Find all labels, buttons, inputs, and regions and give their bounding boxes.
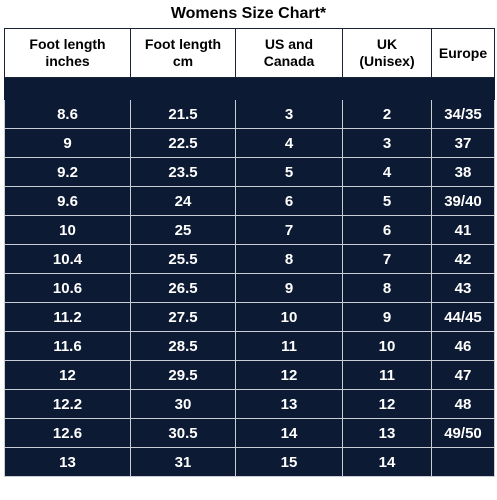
cell-uk: 7 — [342, 244, 432, 274]
cell-uk: 9 — [342, 302, 432, 332]
cell-europe: 48 — [431, 389, 495, 419]
cell-uk: 11 — [342, 360, 432, 390]
cell-foot-length-cm: 31 — [130, 447, 236, 477]
cell-uk: 4 — [342, 157, 432, 187]
cell-foot-length-cm: 29.5 — [130, 360, 236, 390]
cell-foot-length-inches: 12 — [4, 360, 131, 390]
header-line: US and — [264, 36, 314, 52]
table-row: 12 29.5 12 11 47 — [4, 360, 495, 390]
table-row: 9 22.5 4 3 37 — [4, 128, 495, 158]
cell-foot-length-cm: 30 — [130, 389, 236, 419]
cell-us-canada: 3 — [235, 99, 343, 129]
cell-europe: 38 — [431, 157, 495, 187]
cell-europe: 47 — [431, 360, 495, 390]
cell-us-canada: 8 — [235, 244, 343, 274]
header-foot-length-inches: Foot length inches — [4, 28, 131, 78]
header-line: Foot length — [29, 36, 106, 52]
cell-us-canada: 13 — [235, 389, 343, 419]
cell-europe: 34/35 — [431, 99, 495, 129]
spacer-cell — [4, 77, 495, 100]
header-row: Foot length inches Foot length cm US and… — [4, 28, 495, 78]
cell-foot-length-inches: 8.6 — [4, 99, 131, 129]
header-uk: UK (Unisex) — [342, 28, 432, 78]
cell-us-canada: 6 — [235, 186, 343, 216]
cell-uk: 5 — [342, 186, 432, 216]
cell-foot-length-inches: 10.6 — [4, 273, 131, 303]
table-row: 11.6 28.5 11 10 46 — [4, 331, 495, 361]
cell-uk: 3 — [342, 128, 432, 158]
table-row: 13 31 15 14 — [4, 447, 495, 477]
header-us-canada: US and Canada — [235, 28, 343, 78]
table-row: 10.4 25.5 8 7 42 — [4, 244, 495, 274]
table-row: 11.2 27.5 10 9 44/45 — [4, 302, 495, 332]
cell-uk: 8 — [342, 273, 432, 303]
cell-foot-length-inches: 12.6 — [4, 418, 131, 448]
cell-us-canada: 12 — [235, 360, 343, 390]
cell-foot-length-cm: 27.5 — [130, 302, 236, 332]
cell-foot-length-cm: 30.5 — [130, 418, 236, 448]
cell-europe: 43 — [431, 273, 495, 303]
cell-foot-length-inches: 9.6 — [4, 186, 131, 216]
cell-foot-length-inches: 12.2 — [4, 389, 131, 419]
cell-uk: 10 — [342, 331, 432, 361]
cell-foot-length-cm: 23.5 — [130, 157, 236, 187]
cell-foot-length-cm: 25.5 — [130, 244, 236, 274]
cell-us-canada: 5 — [235, 157, 343, 187]
cell-foot-length-inches: 10.4 — [4, 244, 131, 274]
cell-foot-length-cm: 25 — [130, 215, 236, 245]
header-line: inches — [45, 53, 90, 69]
cell-europe: 46 — [431, 331, 495, 361]
header-line: Canada — [263, 53, 315, 69]
cell-uk: 6 — [342, 215, 432, 245]
size-table: Foot length inches Foot length cm US and… — [4, 28, 495, 477]
table-row: 12.2 30 13 12 48 — [4, 389, 495, 419]
header-line: Europe — [438, 44, 488, 61]
cell-uk: 12 — [342, 389, 432, 419]
cell-foot-length-cm: 26.5 — [130, 273, 236, 303]
cell-us-canada: 11 — [235, 331, 343, 361]
cell-foot-length-cm: 24 — [130, 186, 236, 216]
header-line: cm — [172, 53, 194, 69]
cell-foot-length-inches: 11.2 — [4, 302, 131, 332]
table-row: 9.6 24 6 5 39/40 — [4, 186, 495, 216]
cell-foot-length-inches: 11.6 — [4, 331, 131, 361]
cell-europe: 49/50 — [431, 418, 495, 448]
cell-foot-length-inches: 10 — [4, 215, 131, 245]
header-line: UK — [376, 36, 398, 52]
header-line: Foot length — [144, 36, 222, 52]
cell-us-canada: 15 — [235, 447, 343, 477]
cell-foot-length-inches: 9.2 — [4, 157, 131, 187]
cell-europe: 42 — [431, 244, 495, 274]
cell-foot-length-cm: 28.5 — [130, 331, 236, 361]
header-foot-length-cm: Foot length cm — [130, 28, 236, 78]
cell-us-canada: 14 — [235, 418, 343, 448]
cell-foot-length-cm: 22.5 — [130, 128, 236, 158]
cell-foot-length-inches: 13 — [4, 447, 131, 477]
table-row: 8.6 21.5 3 2 34/35 — [4, 99, 495, 129]
cell-us-canada: 7 — [235, 215, 343, 245]
cell-uk: 14 — [342, 447, 432, 477]
header-europe: Europe — [431, 28, 495, 78]
cell-europe: 39/40 — [431, 186, 495, 216]
cell-us-canada: 4 — [235, 128, 343, 158]
cell-europe: 37 — [431, 128, 495, 158]
cell-us-canada: 9 — [235, 273, 343, 303]
table-row: 12.6 30.5 14 13 49/50 — [4, 418, 495, 448]
cell-foot-length-inches: 9 — [4, 128, 131, 158]
table-row: 10.6 26.5 9 8 43 — [4, 273, 495, 303]
table-row: 10 25 7 6 41 — [4, 215, 495, 245]
cell-us-canada: 10 — [235, 302, 343, 332]
cell-uk: 2 — [342, 99, 432, 129]
spacer-row — [4, 77, 495, 100]
cell-europe — [431, 447, 495, 477]
cell-europe: 41 — [431, 215, 495, 245]
chart-title: Womens Size Chart* — [0, 0, 497, 28]
cell-uk: 13 — [342, 418, 432, 448]
cell-europe: 44/45 — [431, 302, 495, 332]
table-row: 9.2 23.5 5 4 38 — [4, 157, 495, 187]
header-line: (Unisex) — [359, 53, 415, 69]
cell-foot-length-cm: 21.5 — [130, 99, 236, 129]
